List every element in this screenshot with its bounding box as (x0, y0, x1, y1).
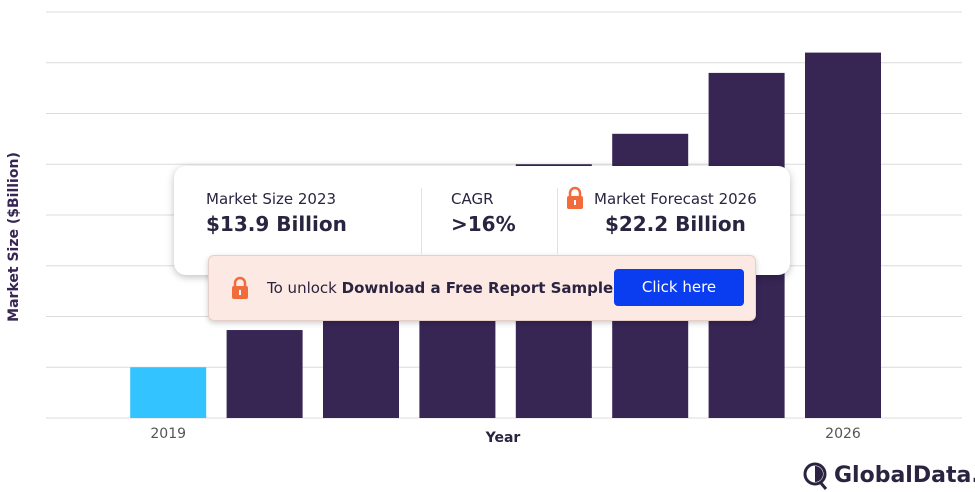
x-tick-label: 2026 (825, 426, 861, 442)
stats-card: Market Size 2023 $13.9 Billion CAGR >16%… (174, 166, 790, 275)
logo: GlobalData. (802, 460, 975, 490)
stat-label: CAGR (451, 190, 494, 208)
stat: CAGR >16% (451, 190, 516, 236)
stat-label: Market Forecast 2026 (594, 190, 757, 208)
click-button[interactable]: Click here (614, 269, 744, 306)
unlock-link-text: Download a Free Report Sample (341, 279, 614, 297)
x-tick-label: 2019 (150, 426, 186, 442)
y-axis-label: Market Size ($Billion) (6, 152, 22, 322)
divider (557, 188, 558, 254)
stat: Market Size 2023 $13.9 Billion (206, 190, 347, 236)
stat-label: Market Size 2023 (206, 190, 337, 208)
bar (130, 367, 207, 418)
lock-icon (232, 276, 248, 299)
unlock-banner: To unlock Download a Free Report Sample … (208, 255, 756, 321)
x-axis-label: Year (485, 430, 521, 446)
logo-text: GlobalData. (834, 462, 975, 488)
stat-value: $22.2 Billion (604, 212, 746, 236)
bar (226, 330, 303, 418)
bar (805, 52, 881, 418)
stat-value: >16% (451, 212, 516, 236)
lock-icon (567, 186, 583, 209)
stat-value: $13.9 Billion (206, 212, 347, 236)
stat: Market Forecast 2026 $22.2 Billion (594, 190, 757, 236)
unlock-text: To unlock Download a Free Report Sample (267, 279, 613, 297)
unlock-prefix: To unlock (267, 279, 337, 297)
logo-icon (803, 462, 828, 490)
divider (421, 188, 422, 254)
